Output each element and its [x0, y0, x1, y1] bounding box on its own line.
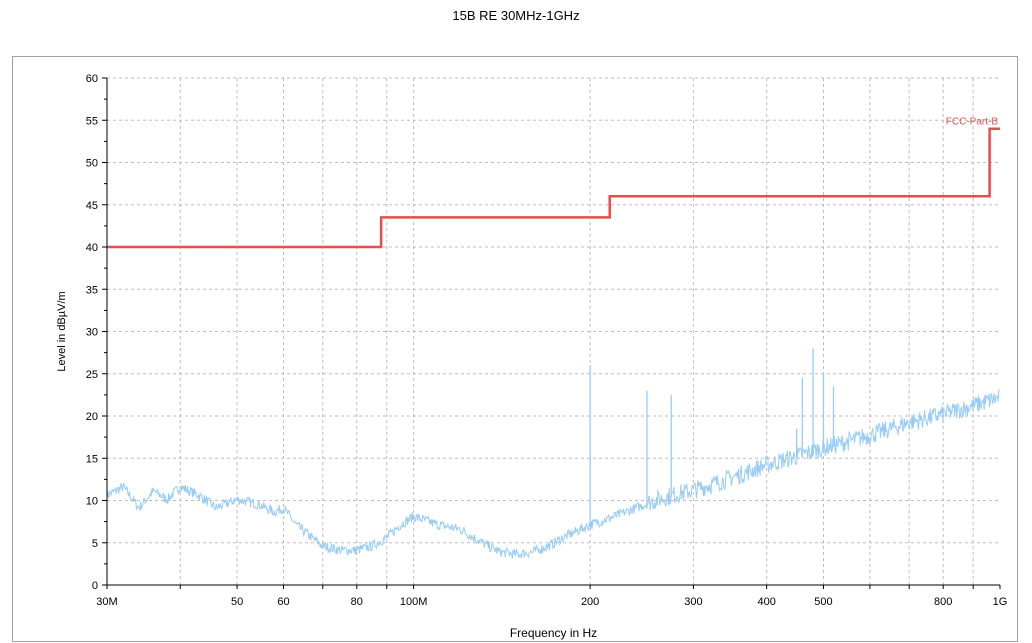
grid-lines — [107, 77, 1000, 585]
y-tick-label: 30 — [86, 327, 98, 339]
y-tick-label: 45 — [86, 200, 98, 212]
x-tick-label: 100M — [400, 596, 428, 608]
y-tick-label: 5 — [92, 538, 98, 550]
x-tick-label: 500 — [814, 596, 832, 608]
y-tick-label: 25 — [86, 369, 98, 381]
y-tick-label: 50 — [86, 158, 98, 170]
x-tick-label: 200 — [581, 596, 599, 608]
y-tick-label: 40 — [86, 242, 98, 254]
y-tick-label: 60 — [86, 73, 98, 85]
series-layer: FCC-Part-B — [106, 116, 1000, 559]
y-tick-label: 35 — [86, 284, 98, 296]
chart-title: 15B RE 30MHz-1GHz — [452, 8, 580, 23]
x-tick-label: 1G — [993, 596, 1008, 608]
x-tick-label: 400 — [757, 596, 775, 608]
x-tick-label: 30M — [96, 596, 117, 608]
axes: 0 5 10 15 20 25 30 35 40 45 50 55 60 30M 50 60 80 100M 200… — [86, 73, 1008, 608]
x-tick-label: 60 — [277, 596, 289, 608]
y-axis-label: Level in dBµV/m — [56, 291, 68, 371]
x-tick-label: 50 — [231, 596, 243, 608]
limit-line-fcc-part-b — [107, 127, 1000, 249]
x-tick-label: 80 — [351, 596, 363, 608]
x-tick-label: 800 — [934, 596, 952, 608]
measurement-trace — [106, 388, 1000, 559]
chart-frame — [12, 56, 1018, 642]
y-tick-label: 0 — [92, 580, 98, 592]
y-tick-label: 55 — [86, 115, 98, 127]
limit-line-label: FCC-Part-B — [946, 116, 999, 127]
y-tick-label: 10 — [86, 496, 98, 508]
x-tick-label: 300 — [684, 596, 702, 608]
y-tick-label: 20 — [86, 411, 98, 423]
x-axis-label: Frequency in Hz — [510, 626, 597, 640]
y-tick-label: 15 — [86, 453, 98, 465]
